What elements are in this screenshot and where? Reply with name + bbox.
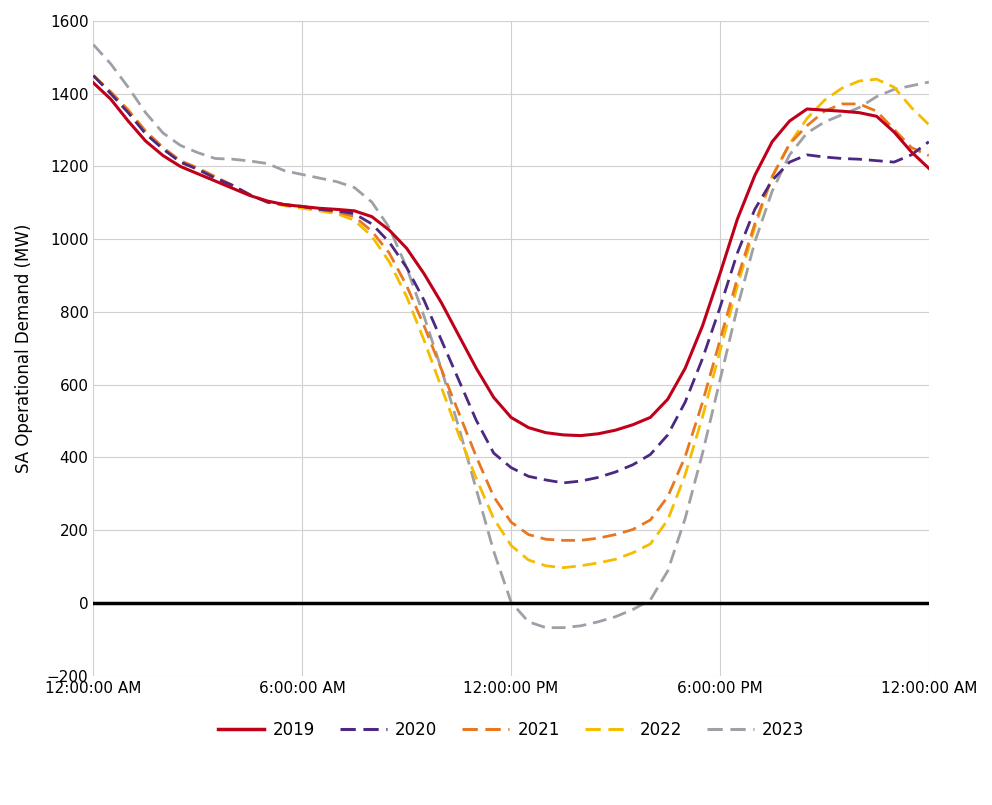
Y-axis label: SA Operational Demand (MW): SA Operational Demand (MW) <box>15 224 33 473</box>
Legend: 2019, 2020, 2021, 2022, 2023: 2019, 2020, 2021, 2022, 2023 <box>211 715 811 746</box>
